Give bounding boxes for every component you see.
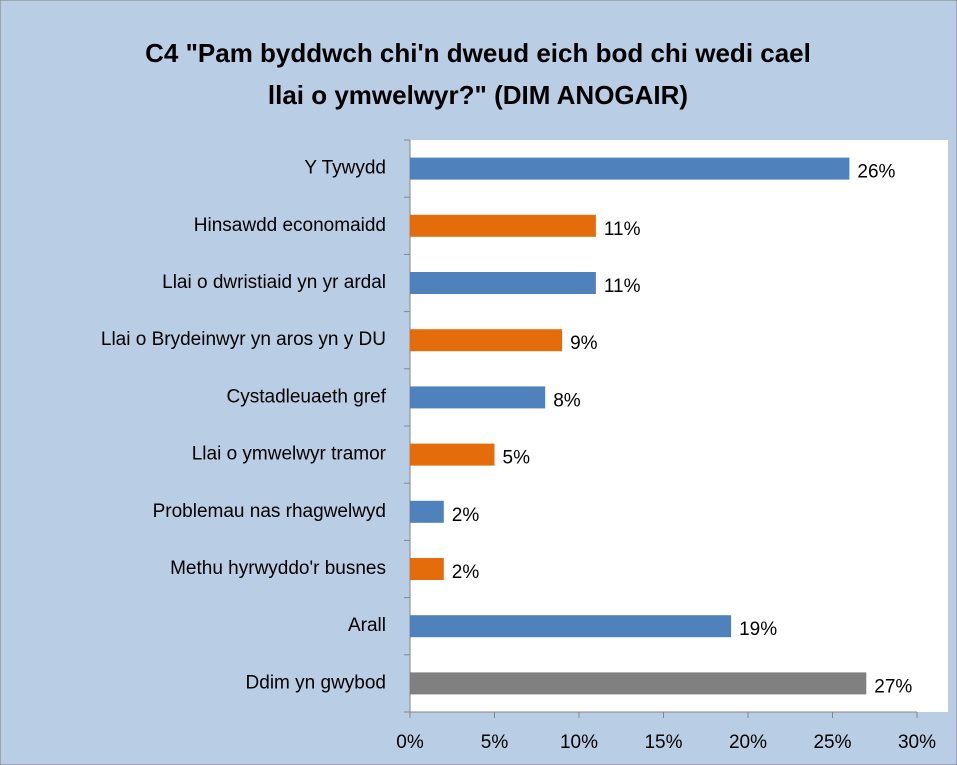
value-label: 8% [553, 390, 581, 411]
chart-title: C4 "Pam byddwch chi'n dweud eich bod chi… [145, 38, 811, 68]
x-tick-label: 10% [560, 732, 598, 753]
y-tick-label: Llai o Brydeinwyr yn aros yn y DU [101, 329, 386, 350]
x-tick-label: 5% [481, 732, 509, 753]
value-label: 11% [604, 219, 641, 240]
value-label: 26% [857, 162, 895, 183]
x-tick-label: 20% [729, 732, 767, 753]
x-tick-label: 0% [396, 732, 424, 753]
y-tick-label: Llai o ymwelwyr tramor [192, 444, 387, 465]
y-tick-label: Arall [348, 615, 386, 636]
value-label: 2% [452, 562, 480, 583]
y-tick-label: Cystadleuaeth gref [227, 386, 387, 407]
chart-title: llai o ymwelwyr?" (DIM ANOGAIR) [268, 80, 688, 110]
bar [410, 672, 867, 695]
bar [410, 500, 444, 523]
bar [410, 386, 546, 409]
y-tick-label: Hinsawdd economaidd [194, 215, 386, 236]
value-label: 19% [739, 619, 777, 640]
y-tick-label: Y Tywydd [304, 158, 386, 179]
x-tick-label: 25% [813, 732, 851, 753]
bar [410, 443, 495, 466]
bar [410, 214, 596, 237]
value-label: 2% [452, 505, 480, 526]
bar [410, 558, 444, 580]
bar [410, 329, 563, 352]
x-tick-label: 15% [644, 732, 682, 753]
bar [410, 615, 732, 638]
y-tick-label: Llai o dwristiaid yn yr ardal [162, 272, 386, 293]
value-label: 5% [503, 448, 531, 469]
value-label: 27% [874, 676, 912, 697]
bar [410, 157, 850, 180]
bar [410, 272, 596, 294]
value-label: 11% [604, 276, 641, 297]
y-tick-label: Ddim yn gwybod [246, 672, 386, 693]
x-tick-label: 30% [898, 732, 936, 753]
value-label: 9% [570, 333, 598, 354]
y-tick-label: Methu hyrwyddo'r busnes [170, 558, 386, 579]
y-tick-label: Problemau nas rhagwelwyd [153, 501, 386, 522]
